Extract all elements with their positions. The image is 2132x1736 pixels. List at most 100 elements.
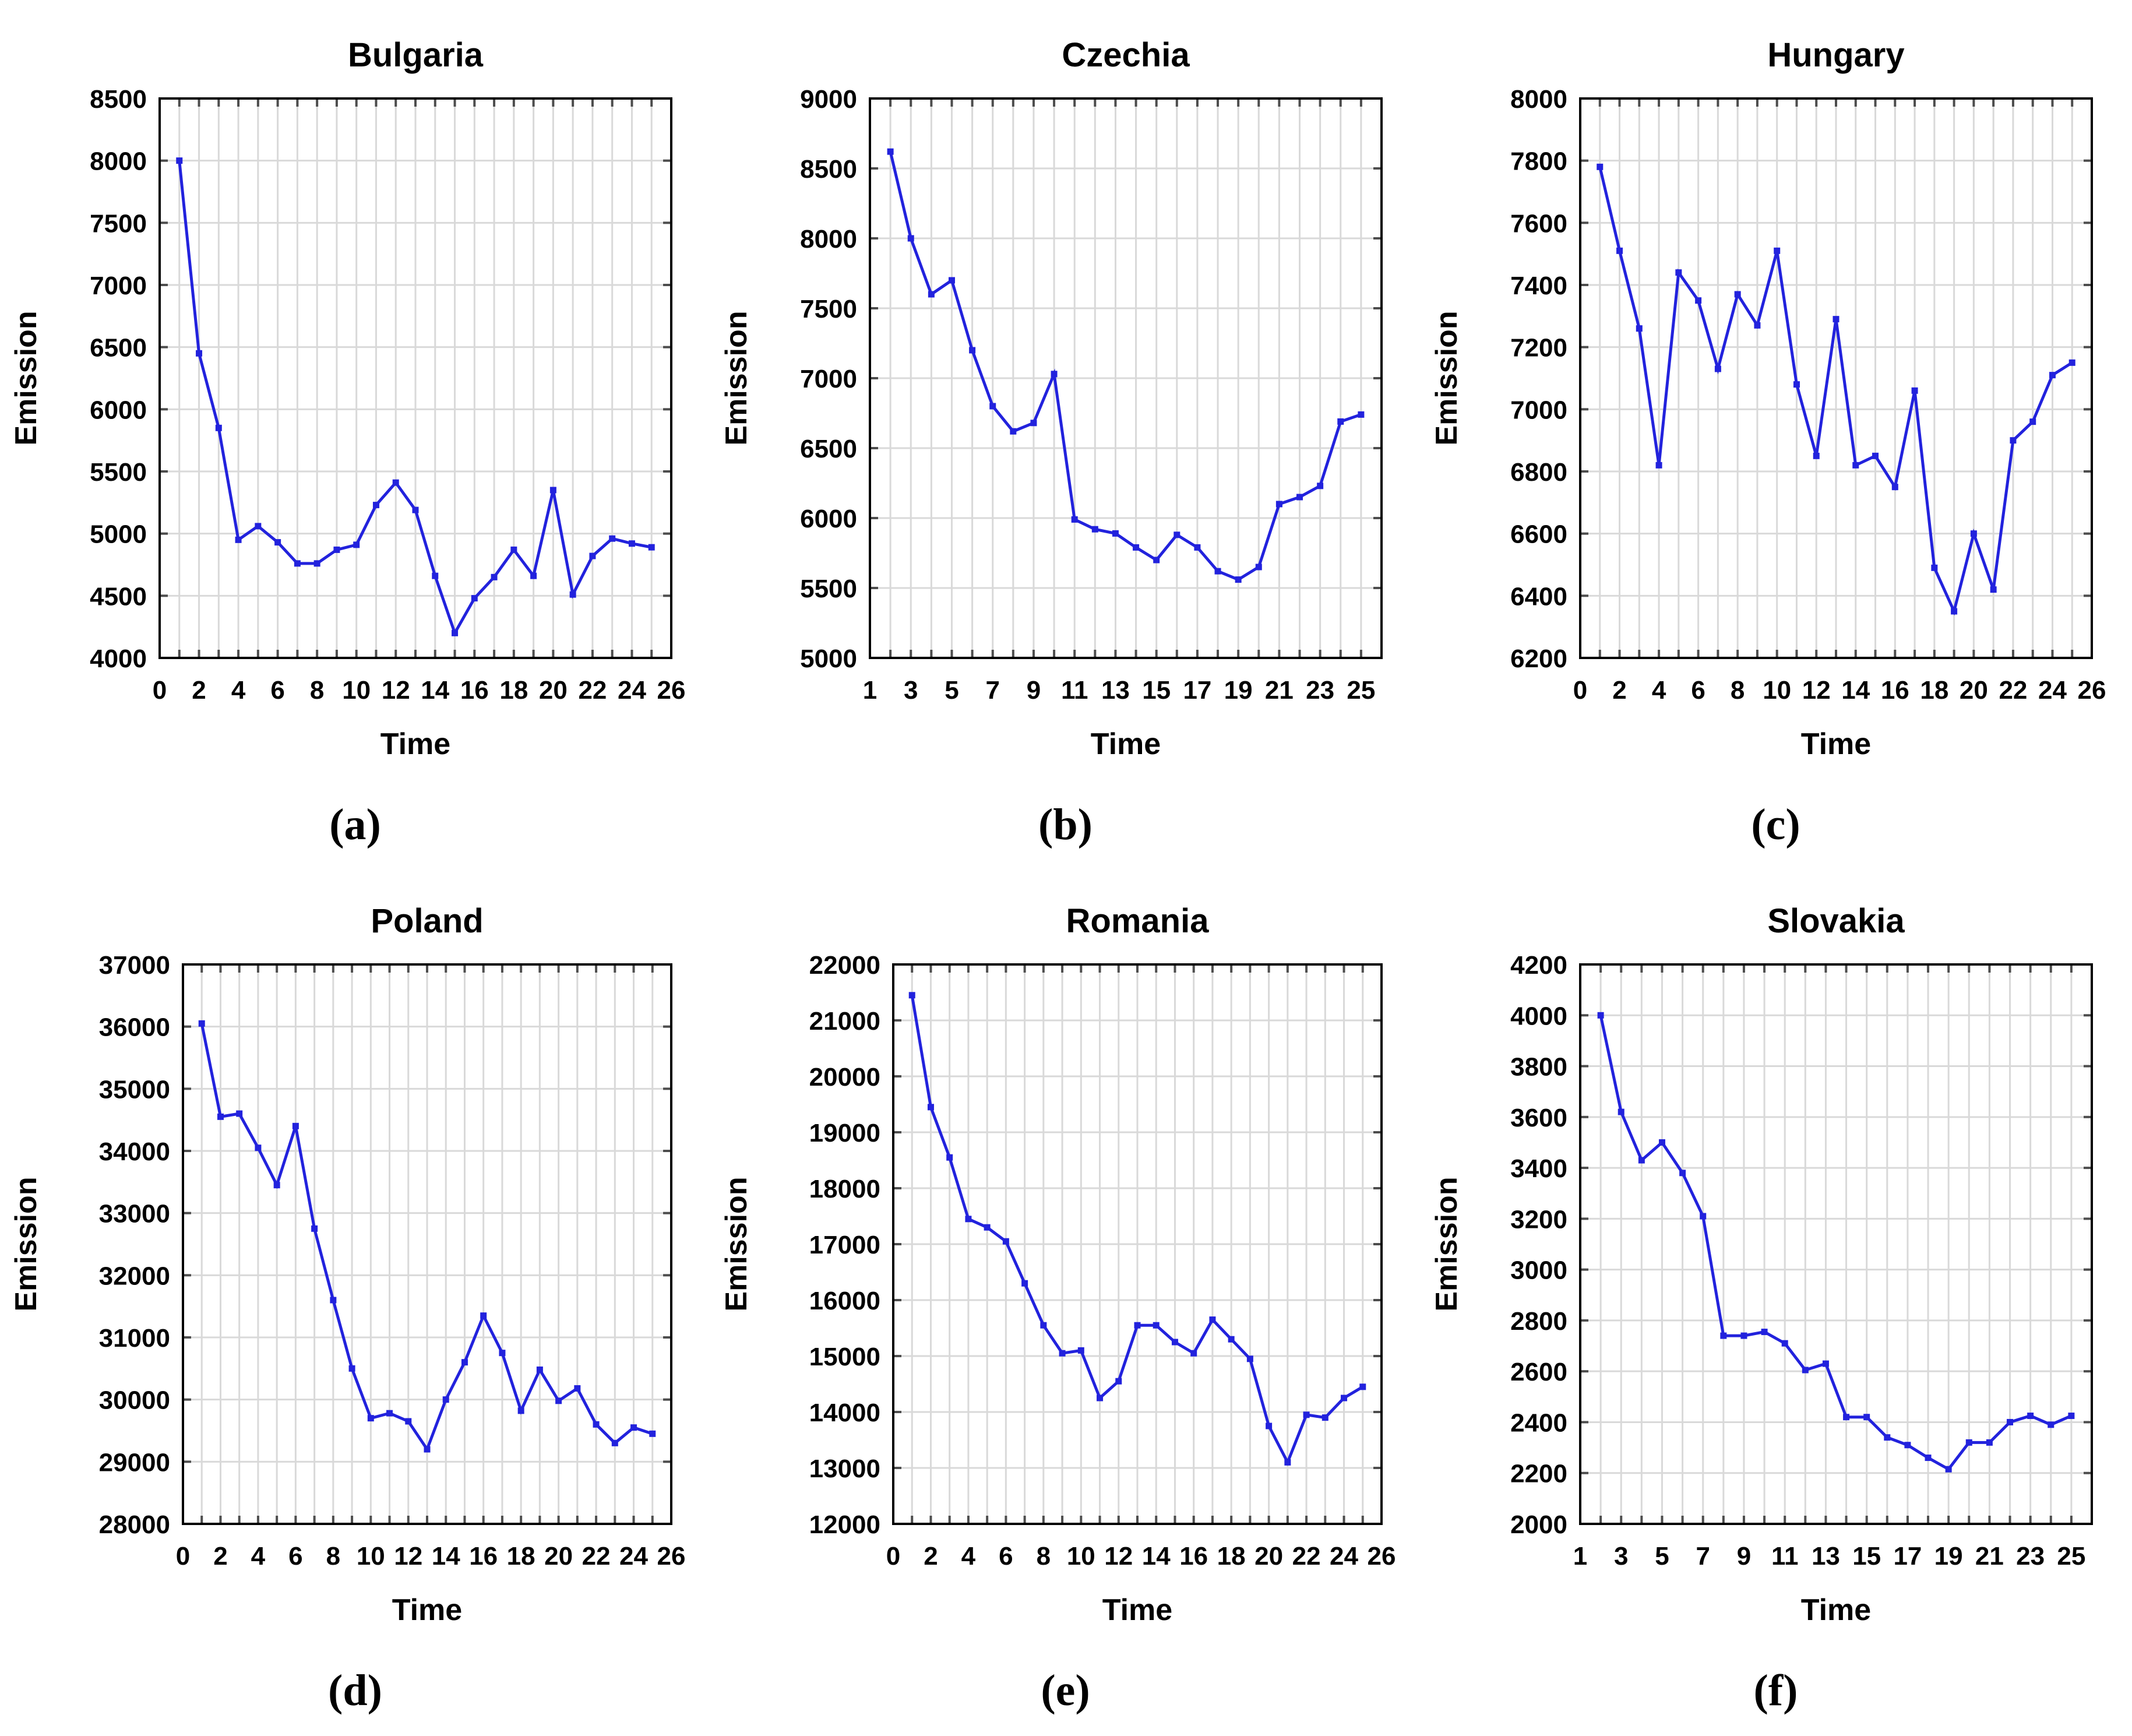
data-point-markers: [1597, 163, 2075, 615]
gridlines: [160, 98, 671, 658]
x-tick-label: 17: [1183, 676, 1211, 705]
x-tick-label: 22: [578, 676, 607, 705]
x-tick-label: 22: [1999, 676, 2027, 705]
gridlines: [1580, 98, 2092, 658]
x-tick-label: 25: [2057, 1542, 2085, 1571]
data-point-markers: [198, 1020, 656, 1453]
y-axis-label: Emission: [9, 1177, 43, 1311]
y-tick-label: 37000: [99, 951, 170, 980]
x-tick-label: 1: [863, 676, 877, 705]
x-tick-label: 6: [288, 1542, 302, 1571]
chart-background: [710, 868, 1421, 1647]
x-tick-label: 11: [1771, 1542, 1799, 1571]
x-tick-label: 7: [1696, 1542, 1710, 1571]
data-line: [1599, 1015, 2072, 1471]
x-tick-label: 8: [1037, 1542, 1051, 1571]
tick-marks: [183, 964, 671, 1524]
x-tick-label: 20: [544, 1542, 573, 1571]
x-tick-label: 4: [231, 676, 246, 705]
x-tick-label: 24: [1330, 1542, 1358, 1571]
y-tick-label: 6800: [1510, 458, 1567, 487]
x-tick-label: 23: [2016, 1542, 2045, 1571]
y-tick-label: 4000: [1510, 1002, 1567, 1030]
x-tick-label: 18: [507, 1542, 535, 1571]
gridlines: [893, 964, 1382, 1524]
y-tick-label: 18000: [809, 1175, 880, 1203]
y-tick-label: 36000: [99, 1013, 170, 1042]
y-axis-label: Emission: [720, 311, 753, 445]
x-tick-label: 7: [985, 676, 999, 705]
y-tick-label: 7000: [800, 365, 857, 393]
x-tick-label: 24: [2038, 676, 2067, 705]
x-tick-label: 12: [394, 1542, 422, 1571]
y-tick-label: 32000: [99, 1262, 170, 1290]
x-tick-label: 0: [886, 1542, 900, 1571]
y-axis-label: Emission: [1430, 1177, 1464, 1311]
x-tick-label: 26: [2078, 676, 2106, 705]
y-tick-label: 29000: [99, 1448, 170, 1477]
y-tick-label: 7400: [1510, 272, 1567, 300]
y-tick-label: 21000: [809, 1007, 880, 1036]
x-tick-label: 12: [382, 676, 410, 705]
panel-label-slovakia: (f): [1753, 1665, 1798, 1715]
x-tick-label: 18: [499, 676, 528, 705]
y-tick-label: 16000: [809, 1287, 880, 1315]
y-tick-label: 8500: [800, 155, 857, 184]
chart-title: Hungary: [1767, 36, 1904, 74]
tick-marks: [893, 964, 1382, 1524]
chart-panel-poland: Poland 28000 29000 30000 31000 32000 33000 3400…: [0, 868, 710, 1647]
x-tick-label: 10: [342, 676, 371, 705]
gridlines: [870, 98, 1382, 658]
x-tick-label: 5: [1655, 1542, 1669, 1571]
x-tick-label: 3: [904, 676, 918, 705]
x-tick-label: 14: [1142, 1542, 1171, 1571]
x-tick-label: 15: [1142, 676, 1171, 705]
y-tick-label: 15000: [809, 1343, 880, 1371]
y-tick-label: 12000: [809, 1510, 880, 1539]
plot-frame: [869, 97, 1383, 659]
y-tick-label: 6400: [1510, 582, 1567, 611]
x-tick-label: 24: [618, 676, 646, 705]
x-tick-label: 15: [1852, 1542, 1881, 1571]
x-tick-label: 2: [1612, 676, 1626, 705]
tick-marks: [1580, 98, 2092, 658]
x-tick-label: 9: [1737, 1542, 1751, 1571]
x-tick-label: 4: [1652, 676, 1666, 705]
y-tick-label: 2600: [1510, 1358, 1567, 1386]
y-tick-label: 8500: [90, 85, 147, 114]
chart-svg-poland: Poland 28000 29000 30000 31000 32000 33000 3400…: [0, 868, 710, 1647]
x-tick-label: 2: [924, 1542, 938, 1571]
y-tick-label: 2000: [1510, 1510, 1567, 1539]
x-tick-label: 2: [192, 676, 206, 705]
y-tick-label: 6000: [800, 505, 857, 533]
x-tick-label: 16: [460, 676, 489, 705]
y-tick-label: 4500: [90, 582, 147, 611]
y-tick-label: 7000: [90, 272, 147, 300]
y-tick-label: 3600: [1510, 1104, 1567, 1132]
x-tick-label: 25: [1347, 676, 1375, 705]
x-tick-label: 14: [1841, 676, 1870, 705]
chart-panel-romania: Romania 12000 13000 14000 15000 16000 17000 180…: [710, 868, 1421, 1647]
chart-panel-czechia: Czechia 5000 5500 6000 6500 7000 7500 8000 8500 9…: [710, 2, 1421, 781]
data-point-markers: [887, 148, 1365, 583]
x-tick-label: 6: [270, 676, 284, 705]
y-tick-label: 3000: [1510, 1256, 1567, 1285]
y-tick-label: 2400: [1510, 1408, 1567, 1437]
x-tick-label: 19: [1934, 1542, 1963, 1571]
y-axis-label: Emission: [9, 311, 43, 445]
x-tick-label: 10: [1067, 1542, 1095, 1571]
x-tick-label: 6: [1691, 676, 1705, 705]
y-tick-label: 13000: [809, 1455, 880, 1483]
y-tick-label: 35000: [99, 1075, 170, 1104]
x-tick-label: 13: [1101, 676, 1130, 705]
chart-background: [0, 868, 710, 1647]
y-tick-label: 3200: [1510, 1205, 1567, 1234]
y-tick-label: 3800: [1510, 1053, 1567, 1082]
x-tick-label: 16: [1179, 1542, 1208, 1571]
x-tick-label: 14: [432, 1542, 460, 1571]
x-tick-label: 21: [1975, 1542, 2004, 1571]
panel-label-hungary: (c): [1751, 800, 1800, 849]
x-tick-label: 4: [251, 1542, 266, 1571]
x-axis-label: Time: [1801, 727, 1871, 761]
